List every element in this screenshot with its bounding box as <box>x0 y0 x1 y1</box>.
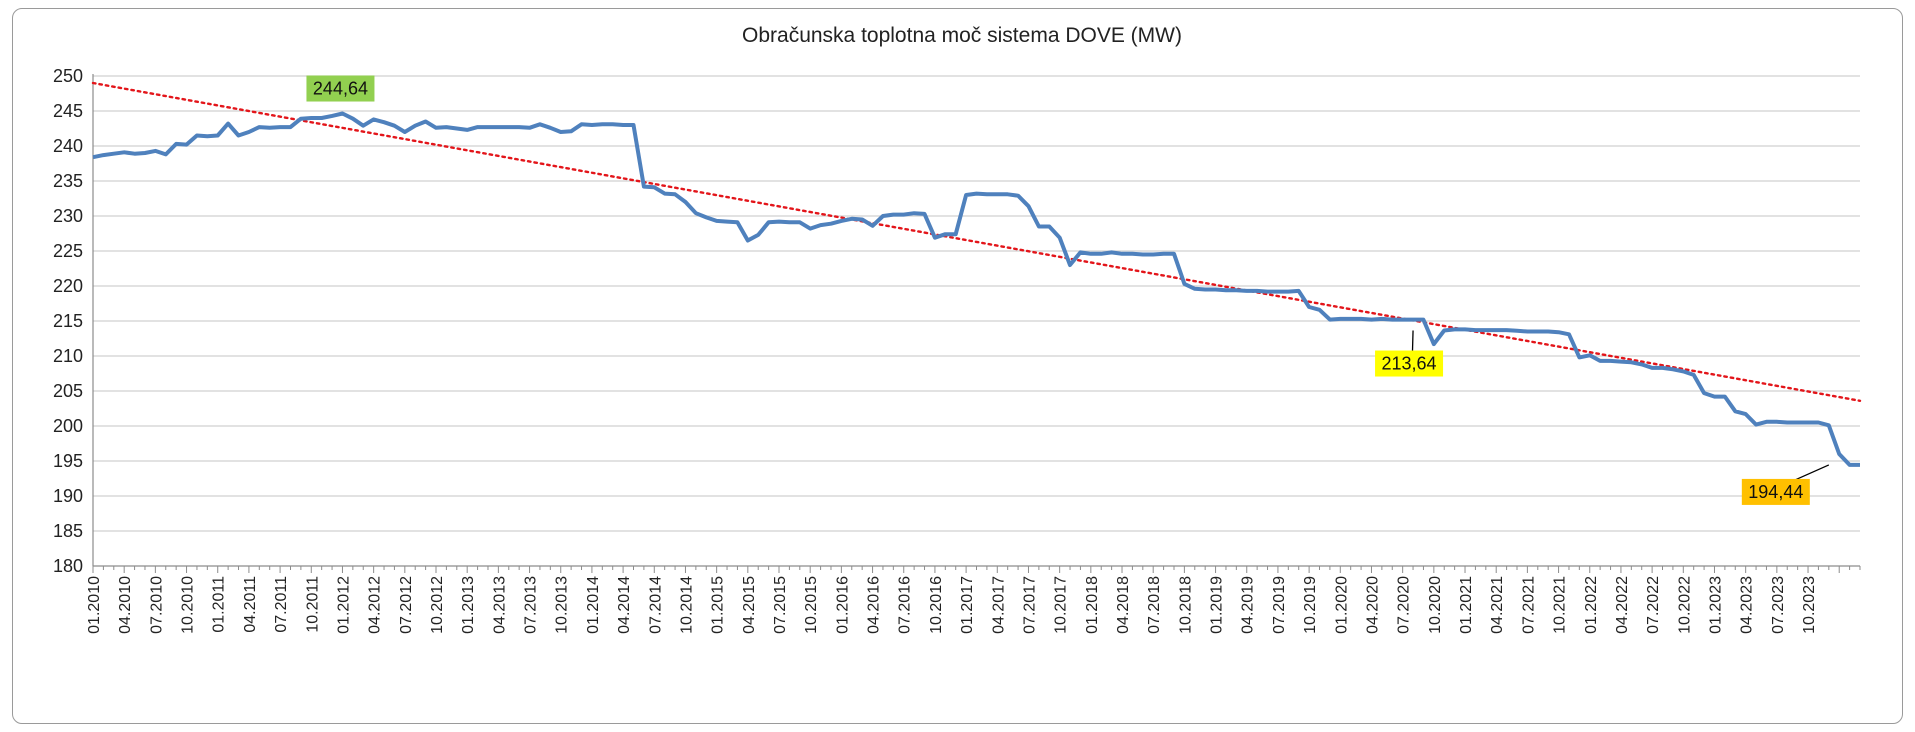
label-leader-line <box>1792 464 1830 482</box>
series-layer <box>92 111 1861 467</box>
y-tick-label: 205 <box>53 381 83 401</box>
x-tick-label: 10.2019 <box>1302 576 1319 634</box>
x-axis-ticks: 01.2010 04.2010 07.2010 10.2010 01.2011 04.20… <box>86 566 1861 634</box>
x-tick-label: 04.2012 <box>367 576 384 634</box>
x-tick-label: 10.2012 <box>429 576 446 634</box>
x-tick-label: 04.2023 <box>1739 576 1756 634</box>
data-label-box <box>1375 350 1444 377</box>
x-tick-label: 10.2021 <box>1552 576 1569 634</box>
x-tick-label: 10.2011 <box>304 576 321 633</box>
x-tick-label: 01.2018 <box>1084 576 1101 634</box>
y-tick-label: 220 <box>53 276 83 296</box>
y-tick-label: 180 <box>53 556 83 576</box>
x-tick-label: 07.2014 <box>647 576 664 634</box>
y-tick-label: 230 <box>53 206 83 226</box>
y-tick-label: 195 <box>53 451 83 471</box>
data-label-box <box>1741 478 1810 505</box>
x-tick-label: 10.2013 <box>554 576 571 634</box>
x-tick-label: 07.2011 <box>273 576 290 633</box>
y-axis-ticks: 180 185 190 195 200 205 210 215 220 225 230 235 240 2… <box>53 66 83 576</box>
x-tick-label: 01.2019 <box>1209 576 1226 634</box>
x-tick-label: 01.2014 <box>585 576 602 634</box>
x-tick-label: 04.2021 <box>1489 576 1506 634</box>
x-tick-label: 10.2023 <box>1801 576 1818 634</box>
annotations-layer: 244,64 213,64 194,44 <box>306 75 1830 505</box>
x-tick-label: 07.2016 <box>897 576 914 634</box>
axes <box>92 74 1860 567</box>
x-tick-label: 07.2022 <box>1645 576 1662 634</box>
x-tick-label: 01.2020 <box>1333 576 1350 634</box>
x-tick-label: 01.2016 <box>834 576 851 634</box>
x-tick-label: 04.2020 <box>1364 576 1381 634</box>
x-tick-label: 07.2018 <box>1146 576 1163 634</box>
y-tick-label: 225 <box>53 241 83 261</box>
gridlines <box>93 75 1860 532</box>
trend-layer <box>91 81 1862 402</box>
x-tick-label: 10.2014 <box>678 576 695 634</box>
x-tick-label: 07.2012 <box>398 576 415 634</box>
trendline <box>91 81 1862 402</box>
x-tick-label: 04.2015 <box>741 576 758 634</box>
x-tick-label: 04.2010 <box>117 576 134 634</box>
x-tick-label: 10.2017 <box>1053 576 1070 634</box>
x-tick-label: 01.2013 <box>460 576 477 634</box>
x-tick-label: 07.2015 <box>772 576 789 634</box>
x-tick-label: 01.2023 <box>1707 576 1724 634</box>
x-tick-label: 07.2023 <box>1770 576 1787 634</box>
x-tick-label: 07.2021 <box>1520 576 1537 634</box>
x-tick-label: 01.2021 <box>1458 576 1475 634</box>
chart-title: Obračunska toplotna moč sistema DOVE (MW… <box>742 24 1182 47</box>
x-tick-label: 07.2017 <box>1021 576 1038 634</box>
x-tick-label: 01.2010 <box>86 576 103 634</box>
x-tick-label: 10.2015 <box>803 576 820 634</box>
x-tick-label: 01.2011 <box>211 576 228 633</box>
y-tick-label: 200 <box>53 416 83 436</box>
data-label: 213,64 <box>1382 354 1437 374</box>
x-tick-label: 04.2011 <box>242 576 259 633</box>
y-tick-label: 245 <box>53 101 83 121</box>
data-label: 194,44 <box>1748 482 1803 502</box>
x-tick-label: 10.2020 <box>1427 576 1444 634</box>
y-tick-label: 210 <box>53 346 83 366</box>
x-tick-label: 04.2014 <box>616 576 633 634</box>
label-leader-line <box>1411 330 1414 353</box>
x-tick-label: 07.2020 <box>1396 576 1413 634</box>
series-line <box>92 111 1860 467</box>
x-tick-label: 07.2019 <box>1271 576 1288 634</box>
data-label-box <box>306 75 375 102</box>
x-tick-label: 07.2013 <box>523 576 540 634</box>
x-tick-label: 10.2016 <box>928 576 945 634</box>
y-tick-label: 215 <box>53 311 83 331</box>
x-tick-label: 04.2019 <box>1240 576 1257 634</box>
x-tick-label: 04.2022 <box>1614 576 1631 634</box>
x-tick-label: 10.2010 <box>180 576 197 634</box>
y-tick-label: 190 <box>53 486 83 506</box>
x-tick-label: 01.2012 <box>335 576 352 634</box>
y-tick-label: 250 <box>53 66 83 86</box>
x-tick-label: 01.2022 <box>1583 576 1600 634</box>
x-tick-label: 01.2015 <box>710 576 727 634</box>
x-tick-label: 04.2017 <box>990 576 1007 634</box>
y-tick-label: 240 <box>53 136 83 156</box>
x-tick-label: 10.2022 <box>1676 576 1693 634</box>
x-tick-label: 04.2018 <box>1115 576 1132 634</box>
x-tick-label: 01.2017 <box>959 576 976 634</box>
y-tick-label: 235 <box>53 171 83 191</box>
x-tick-label: 10.2018 <box>1177 576 1194 634</box>
chart-frame <box>12 8 1903 724</box>
data-label: 244,64 <box>313 79 368 99</box>
y-tick-label: 185 <box>53 521 83 541</box>
x-tick-label: 07.2010 <box>148 576 165 634</box>
x-tick-label: 04.2013 <box>491 576 508 634</box>
x-tick-label: 04.2016 <box>866 576 883 634</box>
